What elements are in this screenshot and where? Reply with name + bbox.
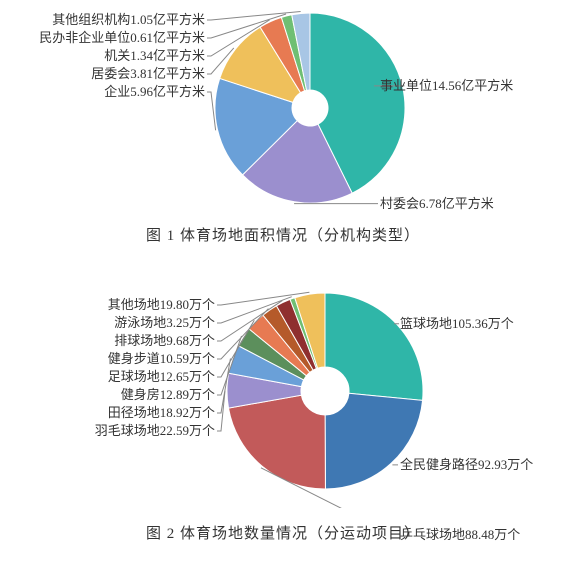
slice-label: 其他场地19.80万个 [108,297,215,313]
slice-label: 居委会3.81亿平方米 [91,66,205,82]
slice-label: 村委会6.78亿平方米 [380,196,494,212]
slice-label: 其他组织机构1.05亿平方米 [52,12,205,28]
slice-label: 田径场地18.92万个 [108,405,215,421]
slice-label: 排球场地9.68万个 [114,333,215,349]
slice-label: 机关1.34亿平方米 [104,48,205,64]
slice-label: 篮球场地105.36万个 [400,316,514,332]
slice-label: 事业单位14.56亿平方米 [380,78,513,94]
slice-label: 足球场地12.65万个 [108,369,215,385]
slice-label: 游泳场地3.25万个 [114,315,215,331]
pie-slice [325,393,422,489]
pie-slice [229,395,326,489]
slice-label: 乒乓球场地88.48万个 [400,527,520,543]
slice-label: 全民健身路径92.93万个 [400,457,533,473]
slice-label: 民办非企业单位0.61亿平方米 [39,30,205,46]
chart-1-area-by-org: 事业单位14.56亿平方米村委会6.78亿平方米 企业5.96亿平方米 居委会3.8… [0,0,566,210]
slice-label: 企业5.96亿平方米 [104,84,205,100]
pie-slice [325,293,423,400]
slice-label: 羽毛球场地22.59万个 [95,423,215,439]
chart-2-count-by-sport: 篮球场地105.36万个全民健身路径92.93万个乒乓球场地88.48万个羽毛球… [0,273,566,508]
chart-1-caption: 图 1 体育场地面积情况（分机构类型） [0,224,566,245]
leader-line [207,92,216,130]
slice-label: 健身步道10.59万个 [108,351,215,367]
slice-label: 健身房12.89万个 [121,387,215,403]
